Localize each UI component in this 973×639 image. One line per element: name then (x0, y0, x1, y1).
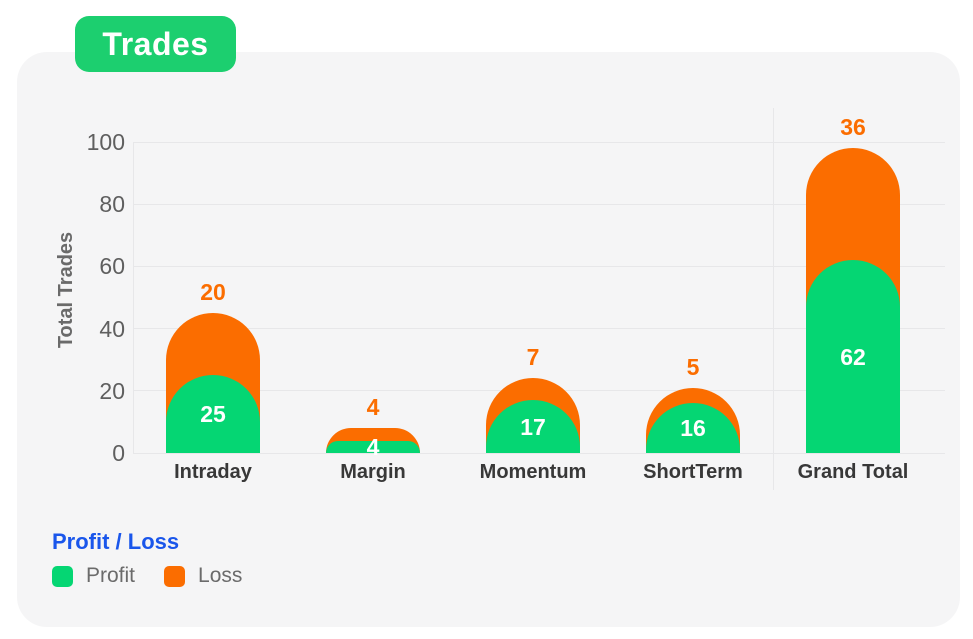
y-tick-label-0: 0 (112, 440, 125, 466)
grand-total-separator-line (773, 108, 774, 490)
legend-label-loss: Loss (198, 564, 243, 587)
x-tick-momentum: Momentum (479, 461, 587, 483)
gridline-y-80 (133, 203, 945, 205)
y-tick-label-20: 20 (99, 377, 125, 404)
title-badge: Trades (75, 16, 236, 72)
bar-grand-total-profit-segment (806, 260, 900, 453)
value-label-profit-margin: 4 (366, 434, 380, 460)
value-label-profit-momentum: 17 (520, 413, 546, 440)
value-label-profit-shortterm: 16 (680, 415, 706, 441)
y-tick-label-60: 60 (99, 253, 125, 280)
chart-legend: Profit Loss (52, 564, 242, 588)
legend-swatch-profit (52, 565, 73, 587)
value-label-loss-shortterm: 5 (686, 354, 700, 380)
legend-title: Profit / Loss (52, 529, 180, 554)
y-tick-label-40: 40 (99, 315, 125, 342)
value-label-loss-momentum: 7 (526, 344, 540, 370)
bar-margin-profit-segment (326, 441, 420, 453)
value-label-loss-intraday: 20 (200, 279, 226, 305)
y-axis-line (133, 142, 134, 453)
gridline-y-0 (133, 452, 945, 454)
value-label-profit-grand-total: 62 (840, 343, 866, 370)
value-label-loss-grand-total: 36 (840, 114, 866, 140)
gridline-y-40 (133, 328, 945, 330)
chart-title: Trades (102, 25, 209, 62)
y-tick-label-100: 100 (86, 129, 125, 155)
legend-swatch-loss (164, 565, 186, 587)
x-tick-shortterm: ShortTerm (643, 461, 743, 483)
legend-item-profit[interactable]: Profit (52, 564, 135, 588)
value-label-profit-intraday: 25 (200, 401, 226, 427)
legend-item-loss[interactable]: Loss (164, 564, 242, 588)
bar-intraday-profit-segment (166, 375, 260, 453)
gridline-y-100 (133, 141, 945, 143)
x-tick-margin: Margin (340, 461, 406, 483)
value-label-loss-margin: 4 (366, 394, 380, 420)
gridline-y-60 (133, 265, 945, 267)
x-tick-grand-total: Grand Total (797, 461, 909, 483)
x-tick-intraday: Intraday (174, 461, 252, 483)
y-tick-label-80: 80 (99, 191, 125, 218)
legend-label-profit: Profit (86, 564, 136, 587)
